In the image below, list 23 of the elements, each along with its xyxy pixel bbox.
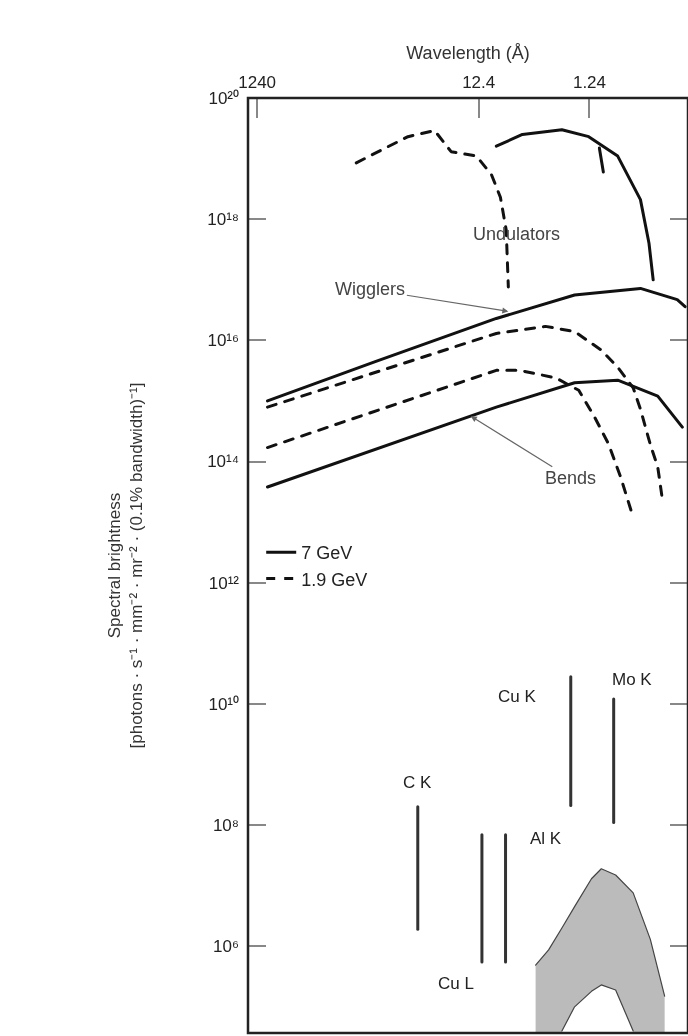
x-tick-label: 1240 [238,72,277,92]
legend-label: 7 GeV [301,543,353,564]
y-axis-title: Spectral brightness [photons · s⁻¹ · mm⁻² · mr⁻² · (0.1% bandwidth)⁻¹] [104,382,146,749]
legend-label: 1.9 GeV [301,569,368,590]
annotation: Bends [545,468,597,488]
y-tick-label: 10¹² [208,573,240,593]
annotation: Undulators [473,224,561,244]
x-axis-title: Wavelength (Å) [406,42,530,63]
x-tick-label: 12.4 [462,72,496,92]
y-tick-label: 10⁶ [213,937,239,957]
y-tick-label: 10¹⁴ [207,452,239,472]
y-tick-label: 10¹⁰ [208,694,239,714]
y-tick-label: 10¹⁸ [207,210,239,230]
series-label: C K [403,773,432,792]
annotation: Wigglers [335,279,406,299]
y-tick-label: 10¹⁶ [207,331,239,351]
series-label: Al K [530,829,562,848]
text: Cu K [498,687,537,706]
y-tick-label: 10²⁰ [208,88,239,108]
x-tick-label: 1.24 [572,72,607,92]
series-label: Mo K [612,670,653,689]
y-tick-label: 10⁸ [212,816,239,836]
series-label: Cu L [438,974,474,993]
